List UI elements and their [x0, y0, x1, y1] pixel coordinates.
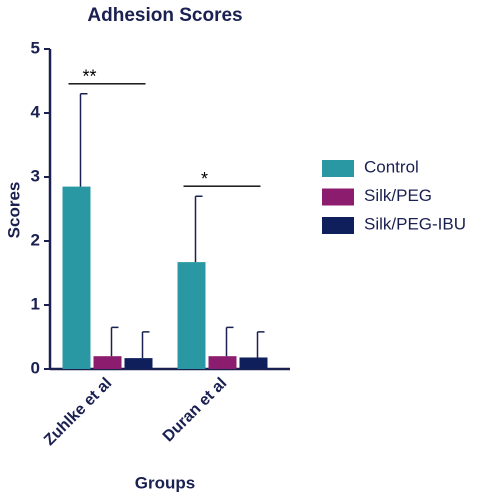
- legend-swatch: [322, 217, 354, 234]
- bar: [62, 186, 91, 369]
- x-axis-label: Groups: [135, 473, 195, 492]
- error-bar: [79, 93, 88, 187]
- significance-label: **: [82, 67, 96, 87]
- bar: [124, 358, 153, 369]
- error-bar: [110, 326, 119, 357]
- y-tick-label: 1: [31, 294, 40, 313]
- bar: [239, 357, 268, 369]
- y-tick-label: 0: [31, 358, 40, 377]
- bar: [208, 356, 237, 369]
- x-tick-label: Duran et al: [160, 375, 231, 446]
- y-tick-label: 3: [31, 166, 40, 185]
- error-bar: [194, 195, 203, 263]
- error-bar: [256, 331, 265, 358]
- chart-title: Adhesion Scores: [87, 5, 242, 26]
- legend-swatch: [322, 160, 354, 177]
- legend-swatch: [322, 188, 354, 206]
- y-axis-label: Scores: [4, 182, 23, 239]
- legend-label: Silk/PEG: [364, 186, 432, 205]
- error-bar: [141, 331, 150, 359]
- bar: [93, 356, 122, 369]
- legend-label: Control: [364, 157, 419, 176]
- y-tick-label: 5: [31, 38, 40, 57]
- legend-label: Silk/PEG-IBU: [364, 214, 466, 233]
- error-bar: [225, 326, 234, 357]
- bar: [177, 262, 206, 369]
- y-tick-label: 4: [31, 102, 41, 121]
- significance-label: *: [201, 169, 208, 189]
- x-tick-label: Zuhlke et al: [41, 375, 115, 449]
- y-tick-label: 2: [31, 230, 40, 249]
